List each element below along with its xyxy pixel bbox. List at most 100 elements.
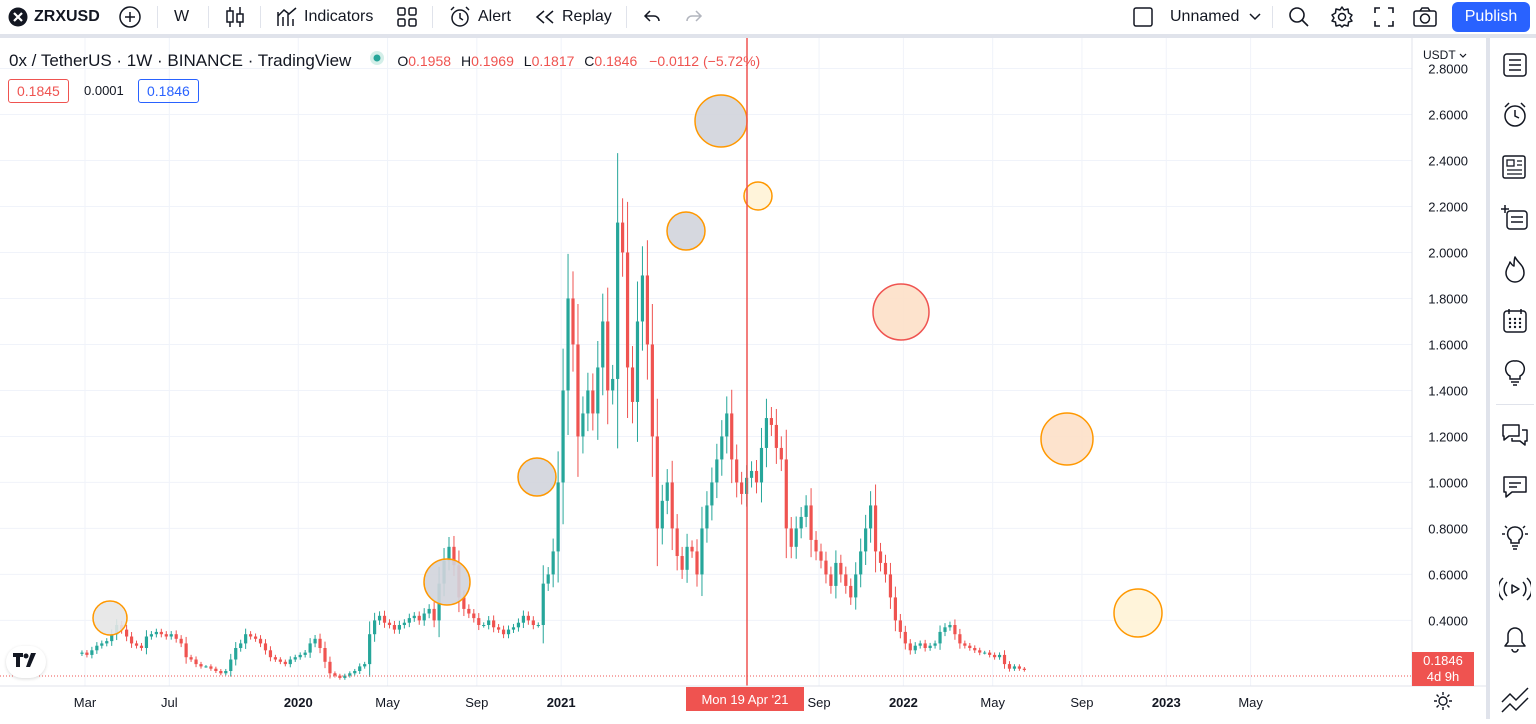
chats-button[interactable] <box>1498 420 1532 454</box>
sell-price-button[interactable]: 0.1845 <box>8 79 69 103</box>
alerts-panel-button[interactable] <box>1498 100 1532 134</box>
candle-body <box>194 659 198 665</box>
indicators-button[interactable]: Indicators <box>276 0 373 34</box>
candle-body <box>204 666 208 668</box>
watchlist-button[interactable] <box>1498 50 1532 84</box>
candle-body <box>923 643 927 649</box>
plus-circle-icon <box>118 5 142 29</box>
snapshot-button[interactable] <box>1412 0 1438 34</box>
candle-body <box>988 652 992 655</box>
candlestick-chart[interactable]: Mon 19 Apr '21 0.4000 0.6000 0.8000 1.0000 1… <box>0 38 1486 719</box>
redo-button[interactable] <box>684 0 704 34</box>
candle-body <box>789 528 793 547</box>
search-button[interactable] <box>1288 0 1310 34</box>
candle-body <box>159 631 163 635</box>
candle-body <box>258 638 263 644</box>
symbol-search-button[interactable]: ZRXUSD <box>8 0 100 34</box>
candle-body <box>873 505 878 552</box>
price-tick-label: 1.0000 <box>1428 475 1468 490</box>
chart-title: 0x / TetherUS · 1W · BINANCE · TradingVi… <box>9 50 352 70</box>
symbol-logo-icon <box>8 7 28 27</box>
candle-body <box>675 528 679 557</box>
ohlc-low-value: 0.1817 <box>531 52 575 69</box>
candle-body <box>616 222 620 379</box>
streams-button[interactable] <box>1497 574 1533 608</box>
chart-type-button[interactable] <box>224 0 246 34</box>
time-tick-label: Mar <box>74 695 97 710</box>
candle-body <box>908 643 912 651</box>
buy-price-button[interactable]: 0.1846 <box>138 79 199 103</box>
candle-body <box>273 657 277 660</box>
chart-area[interactable]: Mon 19 Apr '21 0.4000 0.6000 0.8000 1.0000 1… <box>0 38 1486 719</box>
currency-selector[interactable]: USDT <box>1423 48 1467 62</box>
candle-body <box>854 574 858 598</box>
tradingview-logo[interactable] <box>6 646 46 678</box>
pivot-marker-circle <box>1113 588 1163 638</box>
price-tick-label: 1.4000 <box>1428 383 1468 398</box>
layout-menu-button[interactable]: Unnamed <box>1132 0 1261 34</box>
axis-settings-button[interactable] <box>1432 690 1454 717</box>
compare-symbol-button[interactable] <box>118 0 142 34</box>
candle-body <box>422 613 426 621</box>
newspaper-icon <box>1501 154 1529 185</box>
candle-body <box>382 615 387 623</box>
candle-body <box>1012 666 1017 669</box>
candle-body <box>581 413 585 437</box>
candle-body <box>660 500 664 529</box>
price-tick-label: 0.6000 <box>1428 567 1468 582</box>
price-axis: 0.4000 0.6000 0.8000 1.0000 1.2000 1.4000 1.60… <box>1411 38 1486 719</box>
candle-body <box>338 675 342 678</box>
notifications-button[interactable] <box>1498 624 1532 658</box>
fullscreen-button[interactable] <box>1373 0 1395 34</box>
candle-body <box>948 625 952 628</box>
candle-body <box>601 321 605 368</box>
replay-button[interactable]: Replay <box>534 0 612 34</box>
candle-body <box>576 344 580 437</box>
pivot-marker-circle <box>694 94 748 148</box>
interval-label: W <box>174 8 190 25</box>
interval-button[interactable]: W <box>174 0 189 34</box>
candle-body <box>427 608 431 614</box>
candle-body <box>363 664 367 667</box>
candle-body <box>253 636 258 639</box>
candle-body <box>551 551 555 575</box>
candle-body <box>665 482 669 501</box>
lightbulb-icon <box>1503 359 1527 392</box>
candle-body <box>804 505 808 517</box>
price-tick-label: 2.8000 <box>1428 62 1468 77</box>
ideas-button[interactable] <box>1498 358 1532 392</box>
candle-body <box>174 634 178 639</box>
publish-button[interactable]: Publish <box>1452 2 1530 32</box>
candle-body <box>700 528 704 575</box>
search-icon <box>1288 6 1310 28</box>
candle-body <box>903 631 907 644</box>
candle-body <box>933 643 937 646</box>
candle-body <box>348 673 352 676</box>
calendar-button[interactable] <box>1498 306 1532 340</box>
candle-body <box>268 650 273 658</box>
layout-square-icon <box>1132 6 1154 28</box>
crosshair-date-label: Mon 19 Apr '21 <box>701 692 788 707</box>
templates-button[interactable] <box>396 0 418 34</box>
candle-body <box>412 615 416 619</box>
pivot-marker-circle <box>1040 412 1094 466</box>
candle-body <box>670 482 674 529</box>
messages-button[interactable] <box>1498 472 1532 506</box>
note-plus-icon <box>1501 203 1529 236</box>
candle-body <box>526 615 530 621</box>
hotlists-button[interactable] <box>1498 254 1532 288</box>
help-ideas-button[interactable] <box>1498 522 1532 556</box>
candle-body <box>447 546 451 561</box>
candle-body <box>358 666 362 672</box>
add-note-button[interactable] <box>1498 202 1532 236</box>
time-tick-label: Sep <box>465 695 488 710</box>
ohlc-open-label: O <box>397 52 409 69</box>
alert-button[interactable]: Alert <box>448 0 511 34</box>
candle-body <box>720 436 724 460</box>
replay-label: Replay <box>562 8 612 25</box>
news-button[interactable] <box>1498 152 1532 186</box>
trading-panel-button[interactable] <box>1498 684 1532 718</box>
undo-button[interactable] <box>642 0 662 34</box>
settings-button[interactable] <box>1330 0 1354 34</box>
candle-body <box>298 654 302 658</box>
